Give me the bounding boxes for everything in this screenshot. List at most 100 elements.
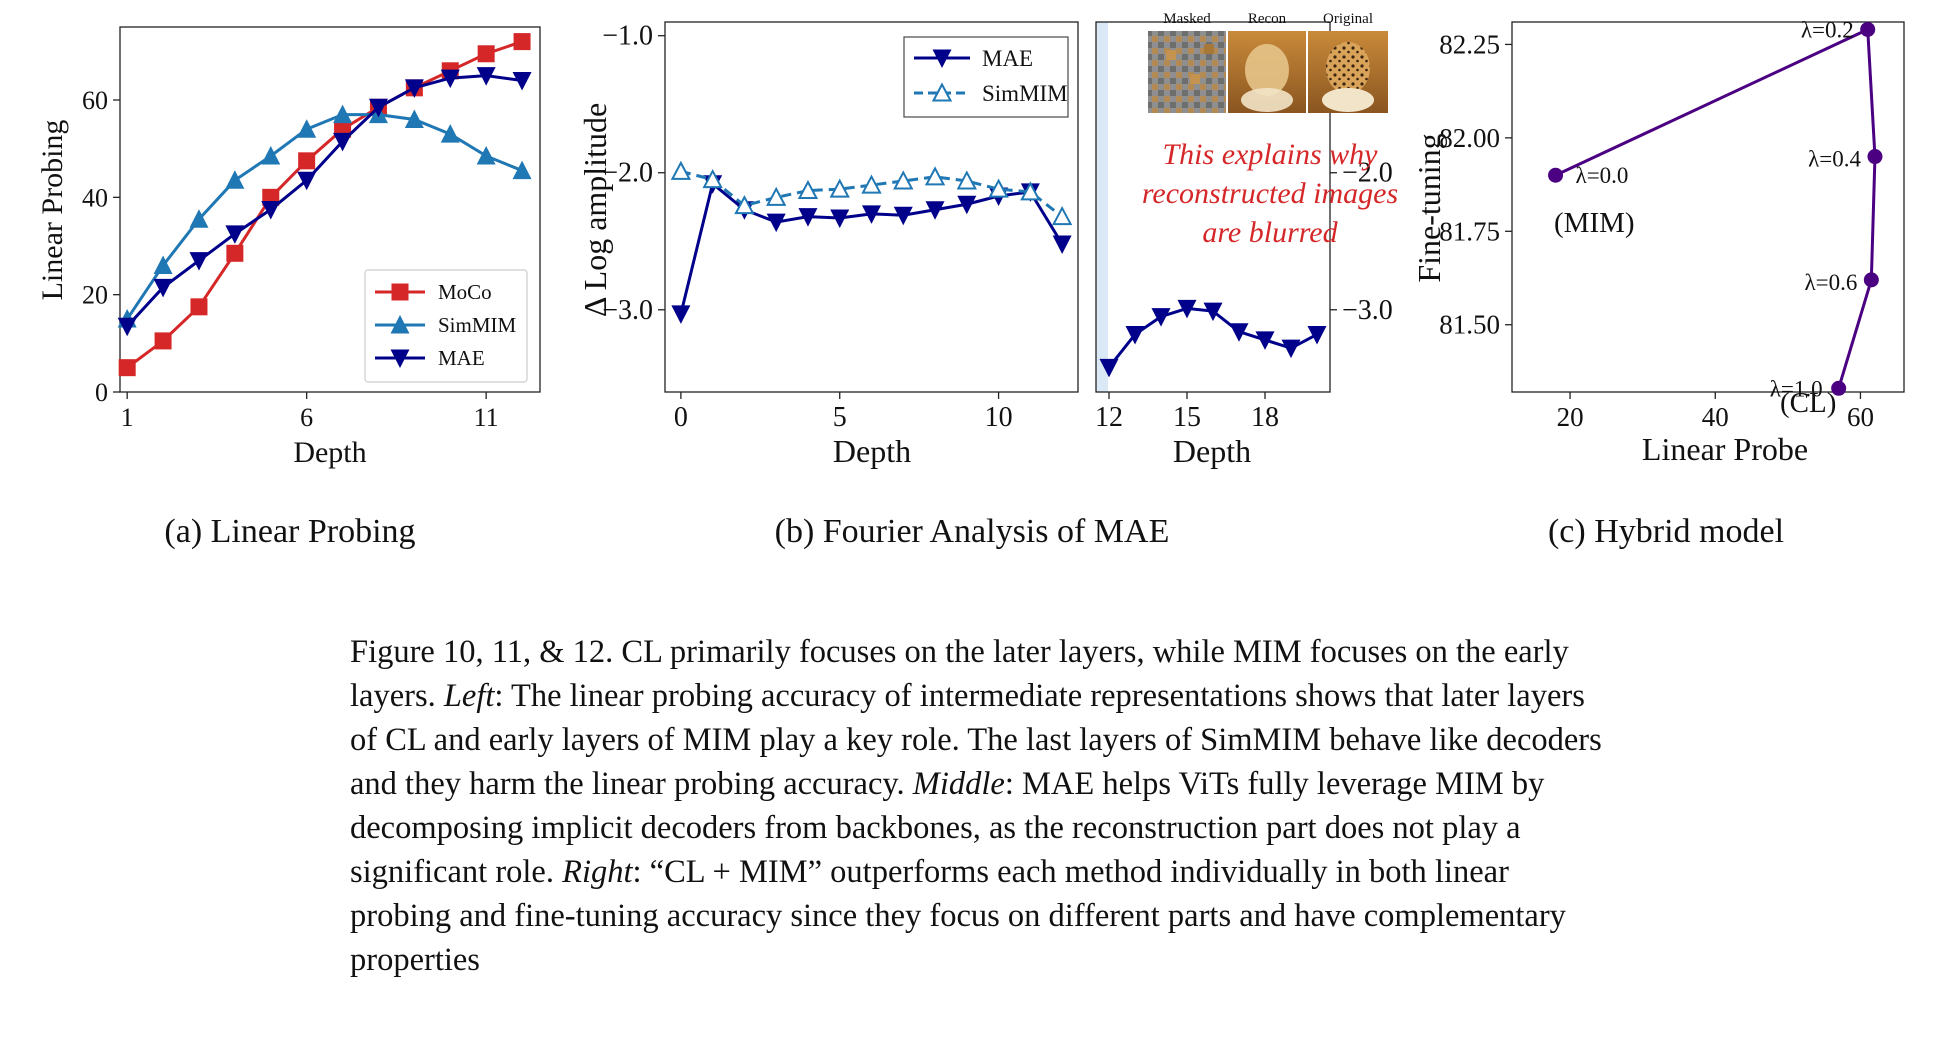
y-tick-label: 0 xyxy=(95,378,108,407)
figure-caption: Figure 10, 11, & 12. CL primarily focuse… xyxy=(350,630,1610,982)
data-point-mae xyxy=(404,79,424,98)
data-point-moco xyxy=(154,332,172,350)
y-tick-label: 82.25 xyxy=(1439,29,1500,59)
legend-marker xyxy=(931,82,953,102)
inset-label-original: Original xyxy=(1323,11,1373,27)
panel-b-ylabel: Δ Log amplitude xyxy=(577,103,613,317)
data-point-mae xyxy=(225,225,245,244)
y-tick-label: −1.0 xyxy=(602,21,653,52)
data-point-mae-right xyxy=(1099,358,1119,378)
lambda-label: λ=0.4 xyxy=(1808,147,1861,172)
data-point-mae-right xyxy=(1229,323,1249,342)
inset-label-masked: Masked xyxy=(1163,11,1211,27)
panel-a-legend: MoCo SimMIM MAE xyxy=(364,269,528,383)
data-point-hybrid xyxy=(1860,21,1876,37)
lambda-label: λ=1.0 xyxy=(1770,376,1823,401)
annotation-line-2: reconstructed images xyxy=(1142,177,1398,210)
data-point-mae xyxy=(798,208,818,227)
data-point-mae xyxy=(957,195,977,215)
panel-b-left-series xyxy=(670,160,1073,324)
panel-a-chart: 1 6 11 0 20 40 60 Depth Linear Probing MoCo Sim… xyxy=(36,26,541,469)
panel-c-annotation-mim: (MIM) xyxy=(1554,207,1635,239)
data-point-mae xyxy=(261,201,281,220)
data-point-simmim xyxy=(670,160,692,180)
data-point-moco xyxy=(226,244,244,262)
data-point-mae-right xyxy=(1255,331,1275,350)
data-point-simmim xyxy=(734,194,755,215)
y-tick-label: −3.0 xyxy=(1342,295,1393,326)
inset-label-recon: Recon xyxy=(1248,11,1287,27)
caption-left-text: : The linear probing accuracy of interme… xyxy=(350,678,1602,802)
panel-b-left-ticks: 0 5 10 −1.0 −2.0 −3.0 xyxy=(602,21,1012,433)
data-point-mae xyxy=(368,98,388,118)
data-point-mae xyxy=(333,132,353,152)
data-point-simmim xyxy=(766,186,787,206)
data-point-simmim xyxy=(1020,181,1041,201)
data-point-simmim xyxy=(333,104,353,124)
x-tick-label: 18 xyxy=(1251,402,1279,433)
legend-marker xyxy=(932,49,952,68)
y-tick-label: −2.0 xyxy=(1342,158,1393,189)
panel-b-chart-right: 12 15 18 −2.0 −3.0 Depth xyxy=(1095,21,1393,469)
panel-a-ticks: 1 6 11 0 20 40 60 xyxy=(82,86,499,432)
data-point-simmim xyxy=(829,178,850,198)
y-tick-label: 82.00 xyxy=(1439,123,1500,153)
x-tick-label: 10 xyxy=(985,402,1013,433)
data-point-simmim xyxy=(153,255,173,274)
caption-right-label: Right xyxy=(562,854,633,890)
x-tick-label: 15 xyxy=(1173,402,1201,433)
data-point-simmim xyxy=(988,178,1009,198)
x-tick-label: 6 xyxy=(300,403,313,432)
panel-c-caption: (c) Hybrid model xyxy=(1548,513,1784,550)
panel-a-series xyxy=(117,33,532,377)
data-point-mae xyxy=(925,201,945,220)
data-point-mae-right xyxy=(1125,325,1145,345)
y-tick-label: 81.50 xyxy=(1439,310,1500,340)
panel-b-left-xlabel: Depth xyxy=(833,433,911,469)
data-point-simmim xyxy=(476,145,496,165)
panel-b-caption: (b) Fourier Analysis of MAE xyxy=(775,513,1170,550)
caption-right-text: : “CL + MIM” outperforms each method ind… xyxy=(350,854,1566,978)
panel-b-legend: MAE SimMIM xyxy=(903,36,1069,118)
data-point-hybrid xyxy=(1831,380,1847,396)
x-tick-label: 0 xyxy=(674,402,688,433)
data-point-moco xyxy=(298,152,316,170)
masked-cheetah-icon xyxy=(1148,31,1226,113)
panel-b-chart-left: 0 5 10 −1.0 −2.0 −3.0 Depth Δ Log amplitude M… xyxy=(577,21,1079,469)
data-point-simmim xyxy=(261,145,281,165)
panel-c-series: λ=0.0 λ=0.2 λ=0.4 λ=0.6 λ=1.0 xyxy=(1548,17,1883,401)
y-tick-label: 40 xyxy=(82,183,108,212)
data-point-simmim xyxy=(861,174,882,194)
caption-middle-label: Middle xyxy=(912,766,1005,802)
x-tick-label: 60 xyxy=(1847,402,1874,432)
data-point-hybrid xyxy=(1867,149,1883,165)
legend-label: MAE xyxy=(982,46,1033,71)
legend-label: SimMIM xyxy=(438,313,517,337)
panel-b-left-plot-frame xyxy=(664,21,1079,393)
data-point-mae xyxy=(297,171,317,191)
data-point-simmim xyxy=(797,179,819,200)
data-point-mae-right xyxy=(1203,302,1223,322)
data-point-mae xyxy=(893,206,913,226)
blur-annotation: This explains why reconstructed images a… xyxy=(1142,138,1398,249)
y-tick-label: 81.75 xyxy=(1439,216,1500,246)
legend-marker xyxy=(391,283,409,301)
data-point-mae xyxy=(830,209,850,228)
data-point-moco xyxy=(190,298,208,316)
y-tick-label: −2.0 xyxy=(602,158,653,189)
panel-c-plot-frame xyxy=(1511,21,1905,393)
panel-a-caption: (a) Linear Probing xyxy=(164,513,415,550)
data-point-mae-right xyxy=(1307,325,1327,345)
data-point-mae xyxy=(189,252,209,271)
data-point-moco xyxy=(513,33,531,51)
panel-c-ylabel: Fine-tuning xyxy=(1411,133,1447,282)
data-point-simmim xyxy=(512,160,532,180)
panel-b-shaded-band xyxy=(1096,22,1108,392)
caption-left-label: Left xyxy=(443,678,495,714)
data-point-mae xyxy=(476,67,496,86)
data-point-simmim xyxy=(297,119,317,138)
legend-marker xyxy=(390,349,410,368)
panel-c-annotation-cl: (CL) xyxy=(1780,387,1836,419)
data-point-simmim xyxy=(956,170,977,190)
